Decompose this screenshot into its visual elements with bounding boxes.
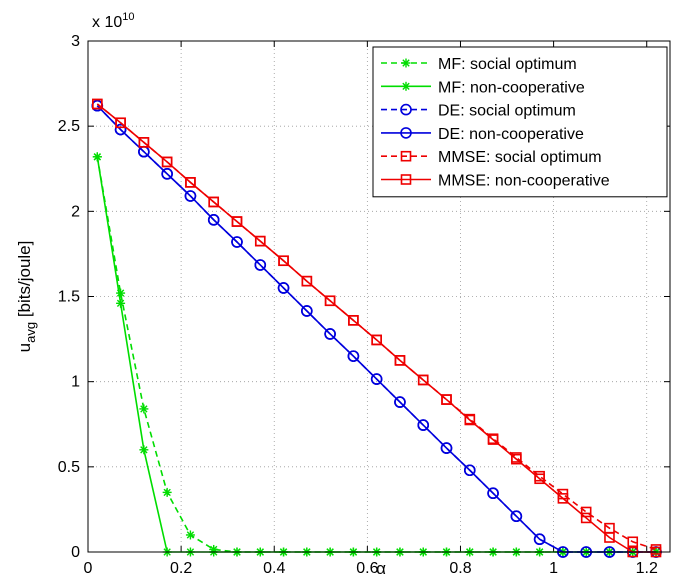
data-point	[92, 152, 102, 162]
data-point	[580, 506, 592, 518]
data-point	[301, 305, 313, 317]
data-point	[92, 98, 103, 110]
x-tick-label: 0.6	[356, 560, 378, 577]
legend-marker	[400, 127, 412, 139]
legend-marker	[400, 103, 412, 116]
data-point	[510, 510, 523, 523]
x-tick-label: 0.4	[263, 560, 285, 577]
data-point	[185, 530, 195, 540]
data-point	[138, 137, 150, 148]
legend-marker	[400, 174, 412, 185]
legend-label: DE: social optimum	[438, 103, 576, 120]
data-point	[115, 117, 126, 129]
data-point	[533, 533, 546, 546]
data-point	[207, 214, 220, 226]
data-point	[185, 177, 196, 188]
data-point	[487, 487, 499, 500]
data-point	[417, 374, 429, 386]
legend-marker	[400, 150, 412, 162]
y-exponent-label: x 1010	[92, 11, 135, 31]
data-point	[231, 216, 243, 227]
series-line	[96, 103, 657, 553]
data-point	[394, 355, 406, 366]
data-point	[277, 282, 290, 294]
legend-box	[372, 46, 668, 198]
y-tick-label: 3	[71, 33, 80, 50]
legend-label: MF: social optimum	[438, 56, 577, 73]
data-point	[162, 487, 172, 497]
data-point	[440, 442, 453, 454]
y-tick-label: 1	[71, 374, 80, 391]
legend-item-mmse-social-optimum: MMSE: social optimum	[381, 149, 602, 166]
y-tick-label: 2	[71, 203, 80, 220]
data-point	[347, 350, 360, 362]
data-point	[278, 255, 289, 267]
data-point	[116, 288, 126, 298]
legend-item-mf-social-optimum: MF: social optimum	[381, 56, 577, 73]
data-point	[116, 298, 126, 308]
legend: MF: social optimum MF: non-cooperative DE:…	[372, 46, 668, 198]
data-point	[627, 536, 639, 548]
data-point	[139, 445, 149, 455]
data-point	[371, 334, 382, 346]
data-point	[254, 259, 267, 271]
data-point	[511, 453, 522, 465]
data-point	[604, 532, 615, 543]
data-point	[324, 328, 336, 340]
data-point	[324, 295, 336, 307]
data-point	[441, 394, 452, 405]
legend-item-de-non-cooperative: DE: non-cooperative	[381, 126, 584, 143]
x-tick-label: 1.2	[636, 560, 658, 577]
x-tick-label: 0	[84, 560, 93, 577]
data-point	[417, 419, 430, 431]
legend-item-de-social-optimum: DE: social optimum	[381, 103, 576, 120]
x-tick-label: 0.2	[170, 560, 192, 577]
data-point	[184, 190, 197, 202]
data-point	[534, 473, 545, 485]
axes-frame	[87, 40, 671, 553]
data-point	[370, 373, 383, 385]
legend-label: MF: non-cooperative	[438, 79, 585, 96]
legend-marker	[401, 81, 411, 91]
data-point	[301, 275, 313, 287]
data-point	[161, 168, 173, 180]
data-point	[487, 434, 499, 445]
data-point	[231, 236, 243, 248]
data-point	[463, 464, 476, 477]
data-point	[580, 512, 592, 524]
data-point	[394, 396, 406, 408]
y-tick-label: 0	[71, 544, 80, 561]
data-point	[557, 493, 569, 504]
legend-label: MMSE: social optimum	[438, 149, 602, 166]
data-point	[254, 235, 266, 247]
y-tick-label: 2.5	[58, 118, 80, 135]
data-point	[464, 414, 476, 426]
y-tick-label: 1.5	[58, 289, 80, 306]
data-point	[114, 123, 127, 136]
data-point	[139, 404, 149, 414]
ticks: 0 0.2 0.4 0.6 0.8 1 1.2 0 0.5 1 1.5 2 2.5 3	[58, 33, 670, 577]
legend-item-mmse-non-cooperative: MMSE: non-cooperative	[381, 173, 610, 190]
y-tick-label: 0.5	[58, 459, 80, 476]
data-point	[161, 156, 173, 168]
data-point	[208, 196, 220, 208]
legend-item-mf-non-cooperative: MF: non-cooperative	[381, 79, 585, 96]
legend-label: DE: non-cooperative	[438, 126, 584, 143]
legend-marker	[401, 58, 411, 68]
y-axis-label: uavg [bits/joule]	[15, 241, 38, 353]
legend-label: MMSE: non-cooperative	[438, 173, 610, 190]
x-tick-label: 1	[549, 560, 558, 577]
x-tick-label: 0.8	[449, 560, 471, 577]
data-point	[348, 315, 359, 326]
x-axis-label: α	[376, 559, 386, 578]
